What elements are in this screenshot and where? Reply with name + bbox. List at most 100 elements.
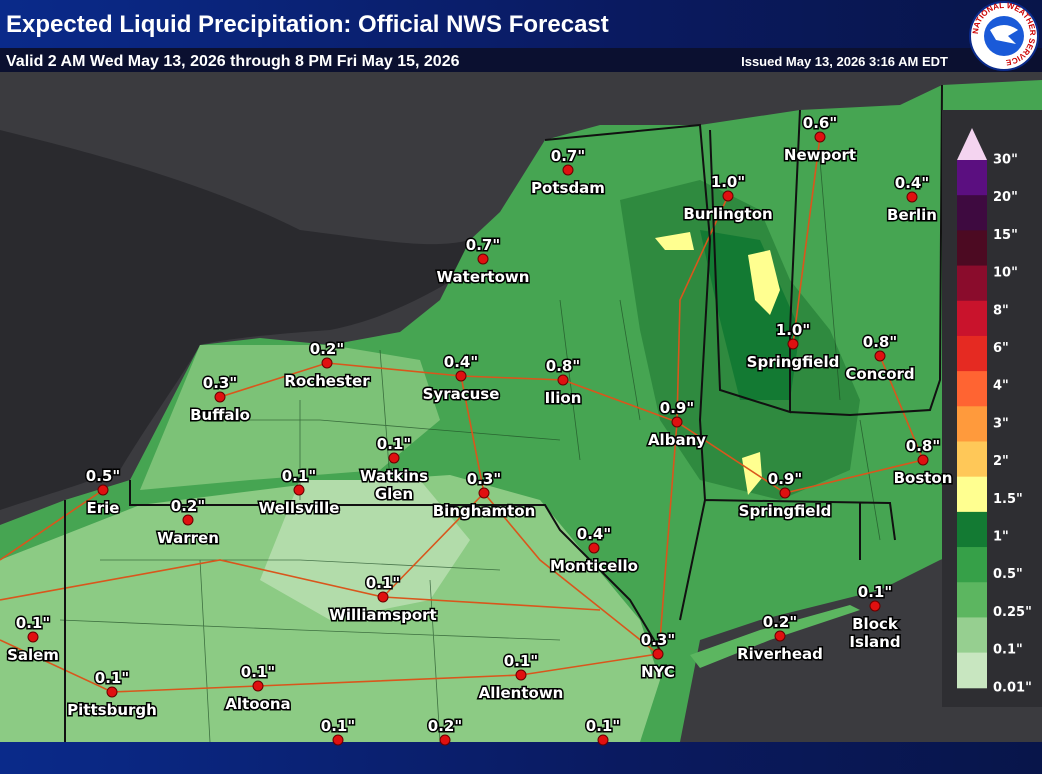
legend-label: 2" [993, 454, 1009, 469]
city-dot [597, 734, 609, 746]
precip-amount: 0.3" [203, 374, 237, 392]
precip-amount: 0.1" [321, 717, 355, 735]
city-dot [455, 370, 467, 382]
legend-swatch [957, 265, 987, 302]
precip-amount: 0.9" [660, 399, 694, 417]
precip-amount: 0.3" [641, 631, 675, 649]
legend-swatch [957, 300, 987, 337]
precip-amount: 0.8" [906, 437, 940, 455]
city-name: Syracuse [423, 385, 500, 403]
precip-amount: 0.2" [171, 497, 205, 515]
city-dot [779, 487, 791, 499]
legend-label: 1.5" [993, 492, 1023, 507]
legend-label: 0.5" [993, 567, 1023, 582]
city-dot [814, 131, 826, 143]
precip-amount: 0.7" [466, 236, 500, 254]
issued-time: Issued May 13, 2026 3:16 AM EDT [741, 54, 948, 69]
city-name: Berlin [887, 206, 937, 224]
subtitle-bar [0, 48, 1042, 72]
city-dot [562, 164, 574, 176]
precip-amount: 0.1" [586, 717, 620, 735]
precip-amount: 0.2" [428, 717, 462, 735]
city-dot [774, 630, 786, 642]
city-name: Wellsville [259, 499, 340, 517]
city-dot [478, 487, 490, 499]
legend-label: 8" [993, 303, 1009, 318]
legend-label: 4" [993, 379, 1009, 394]
city-dot [182, 514, 194, 526]
city-dot [97, 484, 109, 496]
county-lines [59, 159, 881, 743]
precip-amount: 1.0" [776, 321, 810, 339]
precip-amount: 0.4" [577, 525, 611, 543]
city-dot [652, 648, 664, 660]
legend-label: 20" [993, 190, 1018, 205]
city-name: Newport [784, 146, 856, 164]
legend-label: 0.25" [993, 605, 1032, 620]
city-name: Rochester [284, 372, 370, 390]
city-name: Concord [845, 365, 914, 383]
city-name: Block [852, 615, 899, 633]
city-name: Albany [648, 431, 706, 449]
city-dot [722, 190, 734, 202]
precip-amount: 0.2" [310, 340, 344, 358]
legend-swatch [957, 441, 987, 478]
city-dot [869, 600, 881, 612]
light-precip-area [140, 345, 440, 490]
city-dot [332, 734, 344, 746]
city-dot [787, 338, 799, 350]
city-dot [874, 350, 886, 362]
city-dot [906, 191, 918, 203]
city-dot [515, 669, 527, 681]
city-name: Buffalo [190, 406, 250, 424]
city-dot [293, 484, 305, 496]
city-name: Watertown [437, 268, 530, 286]
legend-label: 15" [993, 228, 1018, 243]
legend-swatch [957, 547, 987, 583]
precip-amount: 0.5" [86, 467, 120, 485]
city-name: Riverhead [737, 645, 823, 663]
precip-amount: 0.1" [16, 614, 50, 632]
city-dot [321, 357, 333, 369]
legend-swatch [957, 652, 987, 689]
city-dot [388, 452, 400, 464]
footer-bar [0, 742, 1042, 774]
city-dot [106, 686, 118, 698]
legend-swatch [957, 582, 987, 618]
city-name: Altoona [225, 695, 290, 713]
city-dot [588, 542, 600, 554]
legend-swatch [957, 406, 987, 442]
precip-amount: 0.1" [377, 435, 411, 453]
city-name: Springfield [747, 353, 840, 371]
valid-period: Valid 2 AM Wed May 13, 2026 through 8 PM… [6, 53, 460, 70]
heaviest-precip-area [700, 230, 800, 400]
city-name: Ilion [545, 389, 582, 407]
legend-label: 3" [993, 416, 1009, 431]
legend-top [957, 128, 987, 160]
legend-swatch [957, 160, 987, 196]
city-labels: 0.7" Potsdam 0.6" Newport 1.0" Burlington 0.4"… [6, 113, 954, 746]
state-boundaries [64, 84, 943, 742]
precip-amount: 0.3" [467, 470, 501, 488]
legend-swatch [957, 230, 987, 267]
city-name: Springfield [739, 502, 832, 520]
legend-swatch [957, 371, 987, 407]
city-dot [477, 253, 489, 265]
city-name: Boston [894, 469, 953, 487]
city-dot [917, 454, 929, 466]
city-dot [214, 391, 226, 403]
city-name: Potsdam [531, 179, 605, 197]
city-name: Monticello [550, 557, 638, 575]
precip-amount: 0.7" [551, 147, 585, 165]
city-dot [252, 680, 264, 692]
precip-amount: 0.1" [282, 467, 316, 485]
legend: 30" 20" 15" 10" 8" 6" 4" 3" 2" 1.5" 1" 0.5" 0.25" 0.1… [957, 128, 1032, 695]
legend-swatch [957, 195, 987, 231]
legend-label: 30" [993, 153, 1018, 168]
yellow-patch [742, 452, 762, 495]
city-name: Warren [157, 529, 219, 547]
city-name: Island [849, 633, 900, 651]
city-dot [557, 374, 569, 386]
